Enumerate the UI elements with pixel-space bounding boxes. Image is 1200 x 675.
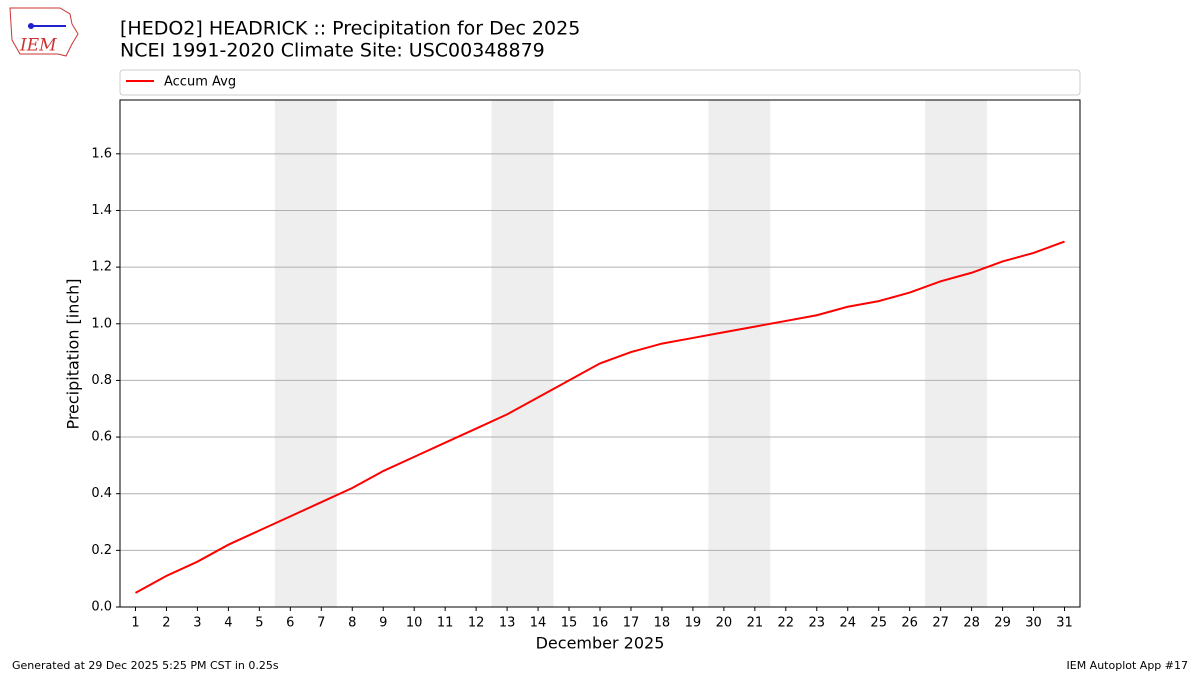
x-tick-label: 22 — [778, 616, 795, 631]
weekend-shade — [708, 100, 771, 607]
data-line — [135, 240, 1065, 594]
x-tick-label: 11 — [437, 616, 454, 631]
x-tick-label: 19 — [685, 616, 702, 631]
weekend-shade — [274, 100, 337, 607]
x-tick-label: 31 — [1056, 616, 1073, 631]
x-tick-label: 25 — [870, 616, 887, 631]
weekend-shade — [925, 100, 988, 607]
y-tick-label: 0.0 — [91, 600, 112, 615]
x-tick-label: 24 — [839, 616, 856, 631]
y-tick-label: 1.2 — [91, 260, 112, 275]
x-tick-label: 30 — [1025, 616, 1042, 631]
logo-text: IEM — [19, 36, 57, 56]
x-tick-label: 17 — [623, 616, 640, 631]
x-tick-label: 23 — [809, 616, 826, 631]
logo: IEM — [9, 7, 79, 57]
x-tick-label: 8 — [348, 616, 356, 631]
x-tick-label: 3 — [193, 616, 201, 631]
x-tick-label: 28 — [963, 616, 980, 631]
x-tick-label: 21 — [747, 616, 764, 631]
y-tick-label: 0.6 — [91, 430, 112, 445]
footer-left: Generated at 29 Dec 2025 5:25 PM CST in … — [12, 659, 279, 672]
x-tick-label: 12 — [468, 616, 485, 631]
y-tick-label: 0.4 — [91, 486, 112, 501]
x-tick-label: 26 — [901, 616, 918, 631]
x-tick-label: 9 — [379, 616, 387, 631]
logo-dot — [28, 23, 34, 29]
logo-outline — [9, 7, 79, 57]
legend-box — [119, 69, 1081, 96]
y-tick-label: 0.8 — [91, 373, 112, 388]
x-tick-label: 29 — [994, 616, 1011, 631]
x-tick-label: 1 — [131, 616, 139, 631]
x-tick-label: 14 — [530, 616, 547, 631]
x-tick-label: 10 — [406, 616, 423, 631]
x-tick-label: 2 — [162, 616, 170, 631]
x-tick-label: 15 — [561, 616, 578, 631]
x-tick-label: 16 — [592, 616, 609, 631]
legend-label: Accum Avg — [164, 75, 236, 90]
chart-title: [HEDO2] HEADRICK :: Precipitation for De… — [120, 18, 580, 40]
y-tick-label: 1.4 — [91, 203, 112, 218]
weekend-shade — [491, 100, 554, 607]
footer-right: IEM Autoplot App #17 — [1067, 659, 1189, 672]
x-tick-label: 5 — [255, 616, 263, 631]
x-tick-label: 20 — [716, 616, 733, 631]
y-tick-label: 1.6 — [91, 146, 112, 161]
x-tick-label: 7 — [317, 616, 325, 631]
x-tick-label: 13 — [499, 616, 516, 631]
y-tick-label: 1.0 — [91, 316, 112, 331]
y-axis-label: Precipitation [inch] — [64, 278, 83, 429]
x-tick-label: 4 — [224, 616, 232, 631]
x-tick-label: 6 — [286, 616, 294, 631]
plot-frame — [119, 99, 1081, 608]
x-axis-label: December 2025 — [536, 634, 665, 653]
x-tick-label: 27 — [932, 616, 949, 631]
x-tick-label: 18 — [654, 616, 671, 631]
y-tick-label: 0.2 — [91, 543, 112, 558]
chart-subtitle: NCEI 1991-2020 Climate Site: USC00348879 — [120, 40, 545, 62]
